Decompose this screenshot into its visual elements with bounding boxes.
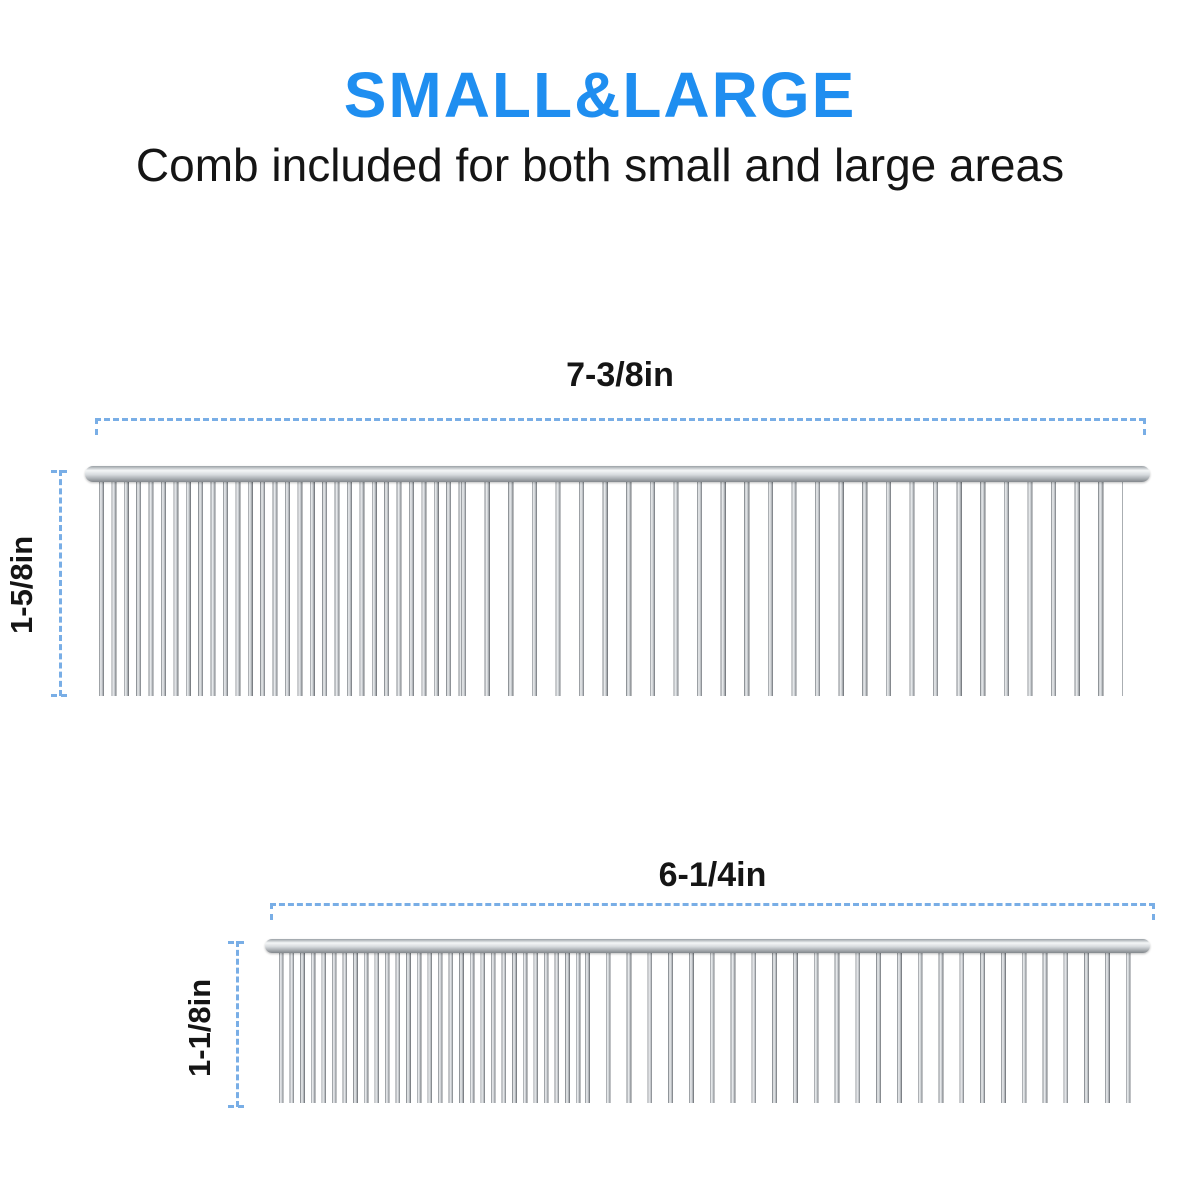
small-comb-height-label: 1-1/8in	[182, 978, 217, 1077]
small-comb-width-tick-right	[1152, 903, 1155, 920]
page-title: SMALL&LARGE	[343, 59, 857, 131]
large-comb-width-tick-left	[95, 418, 98, 435]
small-comb-spine	[265, 939, 1150, 953]
small-comb-width-label: 6-1/4in	[658, 856, 767, 894]
small-comb-width-tick-left	[270, 903, 273, 920]
small-comb-coarse-teeth	[585, 950, 1132, 1103]
large-comb-width-label: 7-3/8in	[566, 356, 674, 394]
large-comb-coarse-teeth	[461, 479, 1123, 696]
large-comb-height-dimension-line	[59, 470, 62, 696]
large-comb-height-label: 1-5/8in	[4, 535, 39, 635]
large-comb-spine	[85, 466, 1150, 482]
page-subtitle: Comb included for both small and large a…	[135, 139, 1065, 191]
small-comb-height-dimension-line	[236, 941, 239, 1107]
large-comb-fine-teeth	[99, 479, 461, 696]
small-comb-image	[265, 939, 1150, 1105]
small-comb-fine-teeth	[279, 950, 585, 1103]
large-comb-height-tick-bottom	[51, 694, 67, 697]
small-comb-height-tick-top	[228, 941, 244, 944]
large-comb-width-tick-right	[1143, 418, 1146, 435]
small-comb-height-tick-bottom	[228, 1105, 244, 1108]
small-comb-width-dimension-line	[270, 903, 1155, 906]
large-comb-width-dimension-line	[95, 418, 1145, 421]
large-comb-image	[85, 466, 1150, 698]
large-comb-height-tick-top	[51, 470, 67, 473]
